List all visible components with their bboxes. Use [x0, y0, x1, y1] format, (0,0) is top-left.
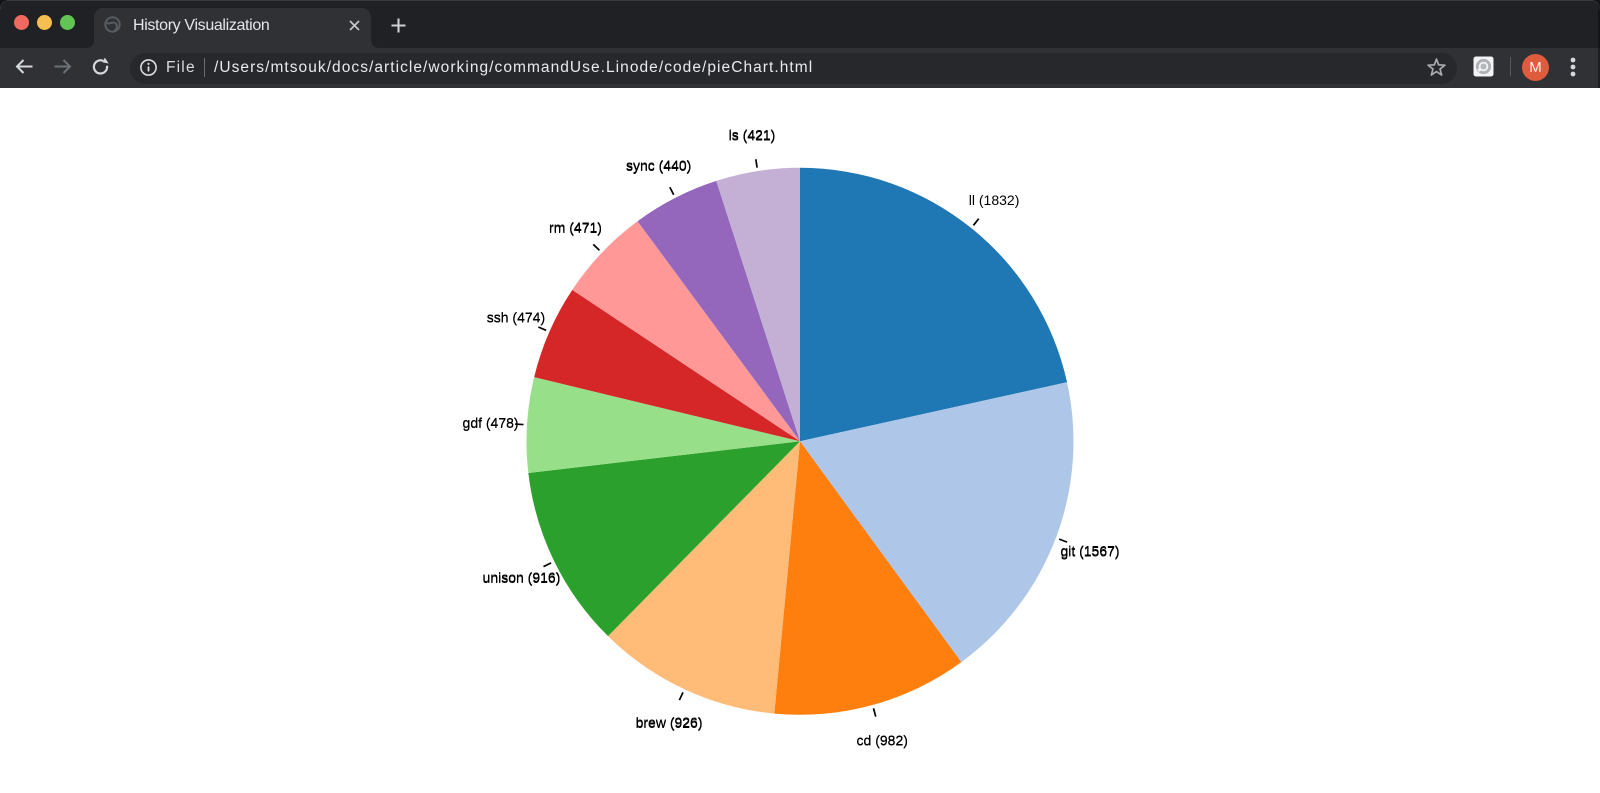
svg-text:brew (926): brew (926)	[636, 714, 703, 730]
svg-text:git (1567): git (1567)	[1060, 543, 1119, 559]
svg-text:ll (1832): ll (1832)	[969, 192, 1020, 208]
svg-text:unison (916): unison (916)	[483, 570, 561, 586]
svg-text:ssh (474): ssh (474)	[487, 309, 545, 325]
svg-text:brew (926): brew (926)	[636, 715, 703, 731]
svg-text:sync (440): sync (440)	[626, 157, 691, 173]
svg-text:cd (982): cd (982)	[857, 733, 908, 749]
svg-text:sync (440): sync (440)	[626, 158, 691, 174]
svg-text:ls (421): ls (421)	[729, 128, 776, 144]
svg-text:ssh (474): ssh (474)	[487, 310, 545, 326]
svg-text:unison (916): unison (916)	[483, 569, 561, 585]
svg-text:gdf (478): gdf (478)	[463, 414, 519, 430]
svg-text:ls (421): ls (421)	[729, 127, 776, 143]
svg-text:gdf (478): gdf (478)	[463, 415, 519, 431]
svg-text:cd (982): cd (982)	[857, 732, 908, 748]
svg-text:git (1567): git (1567)	[1060, 542, 1119, 558]
svg-text:rm (471): rm (471)	[549, 220, 602, 236]
svg-text:rm (471): rm (471)	[549, 219, 602, 235]
